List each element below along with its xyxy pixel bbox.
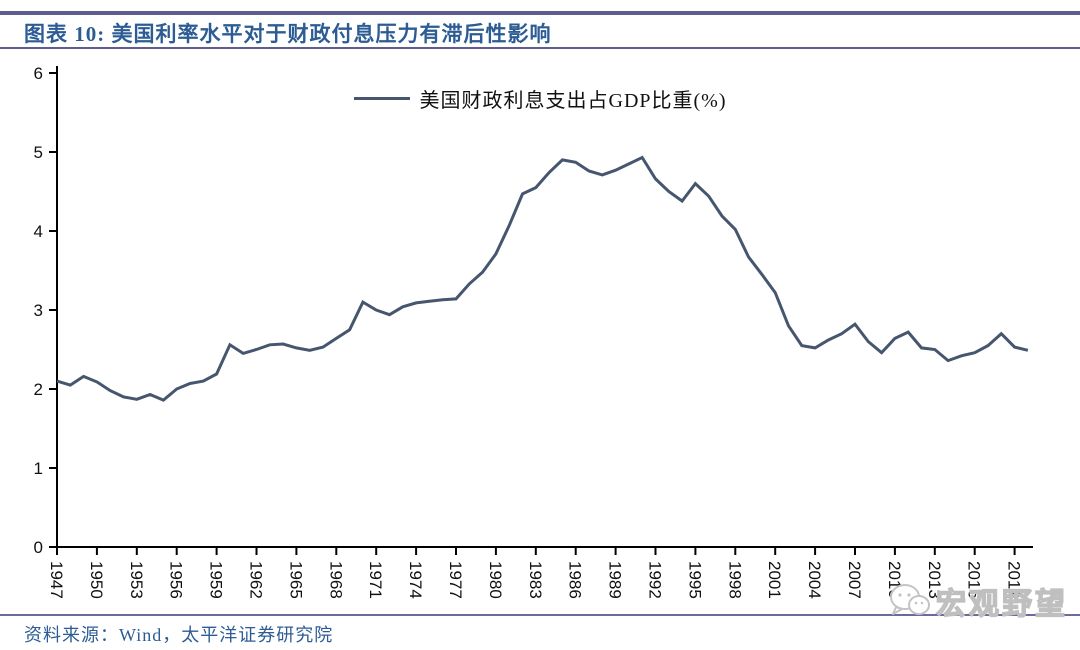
x-tick-label: 2001: [765, 561, 784, 599]
watermark: 宏观野望: [888, 577, 1078, 625]
x-tick-label: 1956: [167, 561, 186, 599]
x-tick-label: 1977: [446, 561, 465, 599]
x-tick-label: 1983: [526, 561, 545, 599]
x-tick-label: 2007: [845, 561, 864, 599]
x-tick-label: 1962: [247, 561, 266, 599]
x-tick-label: 1947: [47, 561, 66, 599]
y-tick-label: 1: [34, 459, 43, 478]
y-tick-label: 4: [34, 222, 43, 241]
x-tick-label: 2016: [965, 561, 984, 599]
x-tick-label: 1953: [127, 561, 146, 599]
data-line: [56, 155, 1029, 402]
x-tick-label: 2019: [1005, 561, 1024, 599]
x-tick-label: 2013: [925, 561, 944, 599]
x-tick-label: 1980: [486, 561, 505, 599]
x-tick-label: 1992: [646, 561, 665, 599]
header-rule-bottom: [0, 47, 1080, 49]
footer-rule: [0, 614, 1080, 616]
x-tick-label: 1968: [326, 561, 345, 599]
x-tick-label: 1950: [87, 561, 106, 599]
wechat-bubbles-icon: [890, 584, 930, 615]
y-tick-label: 3: [34, 301, 43, 320]
y-tick-label: 2: [34, 380, 43, 399]
legend-label: 美国财政利息支出占GDP比重(%): [419, 90, 727, 112]
x-tick-label: 1995: [685, 561, 704, 599]
x-tick-label: 1998: [725, 561, 744, 599]
x-tick-label: 1971: [366, 561, 385, 599]
x-tick-label: 1965: [286, 561, 305, 599]
watermark-text: 宏观野望: [935, 587, 1068, 621]
legend-line-swatch: [353, 97, 410, 100]
x-tick-label: 1959: [207, 561, 226, 599]
y-tick-label: 6: [34, 64, 43, 83]
legend: 美国财政利息支出占GDP比重(%): [0, 84, 1080, 113]
header-rule-top: [0, 11, 1080, 15]
x-tick-label: 1989: [606, 561, 625, 599]
x-tick-label: 1986: [566, 561, 585, 599]
x-tick-label: 1974: [406, 561, 425, 599]
y-tick-label: 5: [34, 143, 43, 162]
page-title: 图表 10: 美国利率水平对于财政付息压力有滞后性影响: [24, 22, 552, 46]
y-tick-label: 0: [34, 538, 43, 557]
source-text: 资料来源：Wind，太平洋证券研究院: [24, 625, 334, 645]
x-tick-label: 2004: [805, 561, 824, 599]
